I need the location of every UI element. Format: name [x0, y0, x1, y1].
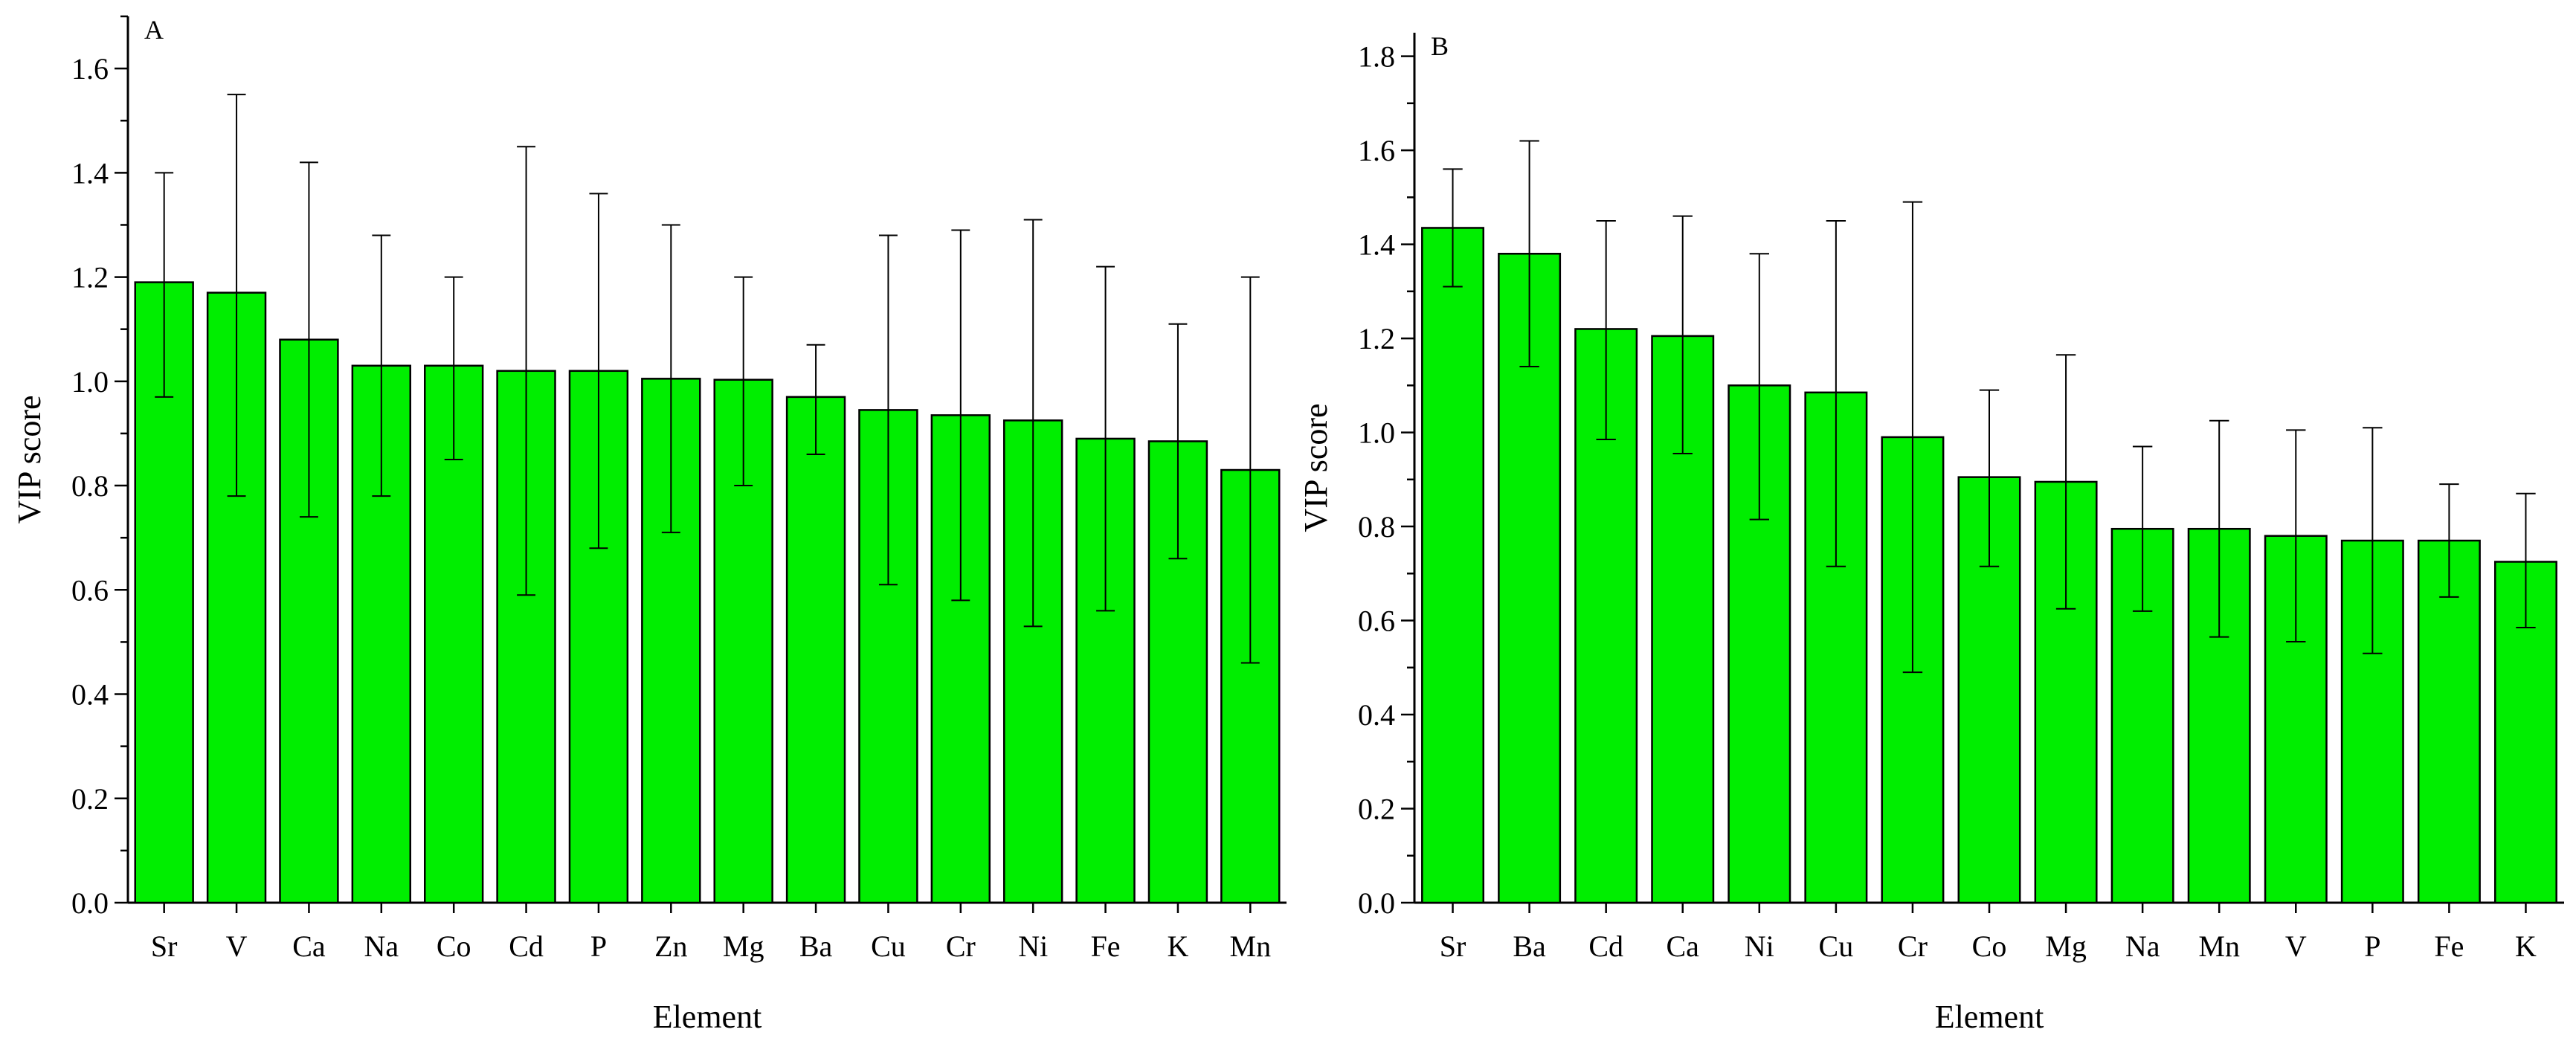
x-tick-label-sr: Sr — [1440, 929, 1466, 963]
bar-ni — [1727, 384, 1791, 904]
x-tick-label-p: P — [590, 929, 607, 963]
x-tick-label-mg: Mg — [2045, 929, 2087, 963]
y-tick-label: 0.0 — [1358, 886, 1395, 920]
x-tick-label-ni: Ni — [1018, 929, 1048, 963]
y-tick-label: 0.4 — [71, 678, 109, 712]
y-tick-label: 0.4 — [1358, 698, 1395, 732]
x-tick-label-ni: Ni — [1745, 929, 1774, 963]
bar-ba — [785, 396, 846, 904]
x-tick-label-co: Co — [1972, 929, 2007, 963]
y-axis-title: VIP score — [11, 395, 48, 523]
x-tick-label-cd: Cd — [1588, 929, 1623, 963]
x-tick-label-mg: Mg — [723, 929, 764, 963]
x-tick-label-cu: Cu — [1819, 929, 1854, 963]
x-tick-label-v: V — [2285, 929, 2307, 963]
x-tick-label-ca: Ca — [1667, 929, 1700, 963]
x-tick-label-zn: Zn — [654, 929, 687, 963]
y-tick-label: 0.2 — [71, 782, 109, 816]
y-tick-label: 1.6 — [71, 52, 109, 86]
x-tick-label-v: V — [226, 929, 248, 963]
panel-label: B — [1431, 31, 1449, 61]
x-tick-label-sr: Sr — [151, 929, 178, 963]
x-tick-label-fe: Fe — [2434, 929, 2464, 963]
y-tick-label: 0.8 — [1358, 510, 1395, 544]
y-tick-label: 1.6 — [1358, 134, 1395, 167]
x-tick-label-mn: Mn — [1230, 929, 1272, 963]
panel-label: A — [144, 15, 164, 45]
y-tick-label: 0.6 — [1358, 605, 1395, 638]
y-tick-label: 1.4 — [1358, 228, 1395, 262]
x-tick-label-cr: Cr — [946, 929, 976, 963]
x-tick-label-fe: Fe — [1091, 929, 1121, 963]
y-axis-title: VIP score — [1298, 403, 1334, 532]
y-tick-label: 0.8 — [71, 469, 109, 503]
x-tick-label-cr: Cr — [1898, 929, 1928, 963]
panel-b: 0.0 0.2 0.4 0.6 0.8 1.0 1.2 1.4 1.6 1.8 Sr Ba Cd Ca Ni… — [1298, 31, 2564, 1035]
y-tick-label: 1.2 — [71, 261, 109, 294]
x-tick-label-k: K — [2515, 929, 2537, 963]
bar-fe — [2417, 539, 2481, 904]
x-tick-label-k: K — [1167, 929, 1188, 963]
bar-sr — [1421, 227, 1485, 904]
x-tick-label-ca: Ca — [292, 929, 326, 963]
x-tick-label-ba: Ba — [799, 929, 833, 963]
y-tick-label: 1.0 — [1358, 416, 1395, 450]
y-tick-label: 0.2 — [1358, 793, 1395, 826]
x-tick-label-na: Na — [364, 929, 399, 963]
x-axis-title: Element — [1935, 999, 2044, 1035]
x-tick-label-na: Na — [2125, 929, 2160, 963]
bar-v — [2264, 535, 2328, 904]
panel-a: 0.0 0.2 0.4 0.6 0.8 1.0 1.2 1.4 1.6 Sr V Ca Na Co Cd P Z… — [11, 15, 1287, 1035]
x-tick-label-p: P — [2364, 929, 2380, 963]
y-tick-label: 0.6 — [71, 573, 109, 607]
x-tick-label-cu: Cu — [871, 929, 906, 963]
x-tick-label-co: Co — [437, 929, 471, 963]
y-tick-label: 1.2 — [1358, 322, 1395, 355]
x-tick-label-mn: Mn — [2198, 929, 2240, 963]
x-tick-label-cd: Cd — [509, 929, 544, 963]
y-tick-label: 0.0 — [71, 886, 109, 920]
x-tick-label-ba: Ba — [1513, 929, 1546, 963]
y-tick-label: 1.4 — [71, 156, 109, 190]
y-tick-label: 1.0 — [71, 365, 109, 399]
y-tick-label: 1.8 — [1358, 40, 1395, 74]
x-axis-title: Element — [653, 999, 762, 1035]
